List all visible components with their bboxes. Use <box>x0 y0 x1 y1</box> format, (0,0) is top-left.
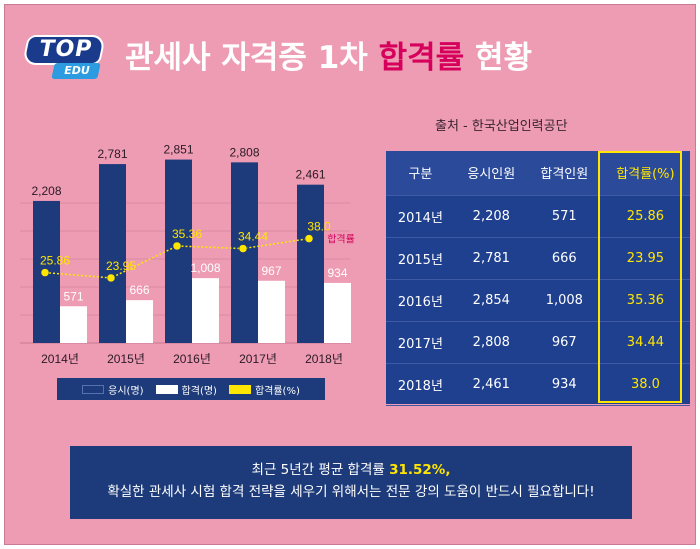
data-label-applicants: 2,781 <box>97 147 127 161</box>
rate-point <box>172 241 182 251</box>
bar-applicants <box>231 162 258 343</box>
stats-table: 구분 응시인원 합격인원 합격률(%) 2014년 2,208 571 25.8… <box>386 151 690 406</box>
table-cell-rate: 38.0 <box>600 363 690 406</box>
table-cell: 1,008 <box>527 279 601 322</box>
tick-label-x: 2016년 <box>173 352 211 366</box>
rate-point <box>238 244 248 253</box>
data-label-rate: 23.95 <box>106 259 136 273</box>
data-label-applicants: 2,208 <box>31 184 61 198</box>
tick-label-x: 2015년 <box>107 352 145 366</box>
table-cell: 2016년 <box>386 279 455 322</box>
logo-edu-text: EDU <box>64 64 90 77</box>
table-header: 응시인원 <box>454 151 528 196</box>
data-label-passed: 967 <box>261 264 281 278</box>
chart-legend: 응시(명) 합격(명) 합격률(%) <box>57 378 325 400</box>
table-row: 2017년 2,808 967 34.44 <box>386 321 690 364</box>
bar-passed <box>324 282 351 343</box>
table-cell: 934 <box>527 363 601 406</box>
bar-passed <box>126 300 153 343</box>
title-suffix: 현황 <box>464 40 532 76</box>
title-highlight: 합격률 <box>378 40 465 76</box>
bar-applicants <box>165 159 192 343</box>
pass-rate-chart: 2,208 571 2014년 2,781 666 2015년 2,851 1,008 2016… <box>20 145 355 366</box>
data-label-passed: 934 <box>327 266 347 280</box>
table-cell: 571 <box>527 195 601 238</box>
legend-item-passed: 합격(명) <box>155 382 217 397</box>
top-edu-logo: TOP EDU <box>21 35 107 83</box>
data-label-passed: 666 <box>129 283 149 297</box>
summary-average-rate: 31.52%, <box>389 462 451 478</box>
data-label-passed: 1,008 <box>190 261 220 275</box>
table-row: 2015년 2,781 666 23.95 <box>386 237 690 280</box>
bar-applicants <box>297 184 324 343</box>
summary-prefix: 최근 5년간 평균 합격률 <box>251 462 390 478</box>
table-cell: 2,461 <box>454 363 528 406</box>
table-cell-rate: 25.86 <box>600 195 690 238</box>
data-label-passed: 571 <box>63 289 83 303</box>
data-label-applicants: 2,808 <box>229 145 259 159</box>
summary-line-2: 확실한 관세사 시험 합격 전략을 세우기 위해서는 전문 강의 도움이 반드시… <box>107 484 595 500</box>
table-cell: 2018년 <box>386 363 455 406</box>
table-cell: 2,854 <box>454 279 528 322</box>
summary-banner: 최근 5년간 평균 합격률 31.52%, 확실한 관세사 시험 합격 전략을 … <box>70 446 632 519</box>
data-label-rate: 35.36 <box>172 227 202 241</box>
table-cell: 2015년 <box>386 237 455 280</box>
legend-swatch-passed <box>155 384 178 394</box>
data-label-rate: 38.0 <box>307 220 331 234</box>
table-header-row: 구분 응시인원 합격인원 합격률(%) <box>386 151 690 196</box>
table-cell-rate: 34.44 <box>600 321 690 364</box>
table-cell: 666 <box>527 237 601 280</box>
title-prefix: 관세사 자격증 1차 <box>125 40 379 76</box>
table-cell: 2,208 <box>454 195 528 238</box>
table-cell-rate: 23.95 <box>600 237 690 280</box>
legend-label-rate: 합격률(%) <box>254 385 300 397</box>
rate-line <box>44 237 310 279</box>
data-source: 출처 - 한국산업인력공단 <box>435 119 568 134</box>
rate-line-annotation: 합격률 <box>327 233 355 246</box>
bar-passed <box>258 280 285 343</box>
table-cell: 2017년 <box>386 321 455 364</box>
table-row: 2016년 2,854 1,008 35.36 <box>386 279 690 322</box>
table-row: 2014년 2,208 571 25.86 <box>386 195 690 238</box>
legend-swatch-applicants <box>82 384 105 394</box>
table-cell: 2,808 <box>454 321 528 364</box>
bar-passed <box>192 278 219 343</box>
page-title: 관세사 자격증 1차 합격률 현황 <box>125 35 665 81</box>
data-label-rate: 25.86 <box>40 254 70 268</box>
rate-point <box>304 234 314 243</box>
table-cell: 2,781 <box>454 237 528 280</box>
legend-label-applicants: 응시(명) <box>108 385 144 397</box>
rate-point <box>40 268 50 277</box>
tick-label-x: 2017년 <box>239 352 277 366</box>
rate-point <box>106 273 116 283</box>
table-header: 구분 <box>386 151 455 196</box>
logo-top-text: TOP <box>39 37 93 62</box>
tick-label-x: 2014년 <box>41 352 79 366</box>
legend-label-passed: 합격(명) <box>181 385 217 397</box>
bar-applicants <box>99 164 126 343</box>
data-label-rate: 34.44 <box>238 230 268 244</box>
table-cell-rate: 35.36 <box>600 279 690 322</box>
tick-label-x: 2018년 <box>305 352 343 366</box>
legend-item-applicants: 응시(명) <box>82 382 144 397</box>
table-header-rate: 합격률(%) <box>600 151 690 196</box>
legend-swatch-rate <box>228 384 251 394</box>
infographic-frame: TOP EDU 관세사 자격증 1차 합격률 현황 2,208 571 2014년 2… <box>4 4 696 545</box>
bar-passed <box>60 306 87 343</box>
table-cell: 2014년 <box>386 195 455 238</box>
data-label-applicants: 2,461 <box>295 168 325 182</box>
legend-item-rate: 합격률(%) <box>228 382 300 397</box>
data-label-applicants: 2,851 <box>163 145 193 157</box>
summary-line-1: 최근 5년간 평균 합격률 31.52%, <box>70 459 632 481</box>
table-cell: 967 <box>527 321 601 364</box>
table-header: 합격인원 <box>527 151 601 196</box>
table-row: 2018년 2,461 934 38.0 <box>386 363 690 406</box>
